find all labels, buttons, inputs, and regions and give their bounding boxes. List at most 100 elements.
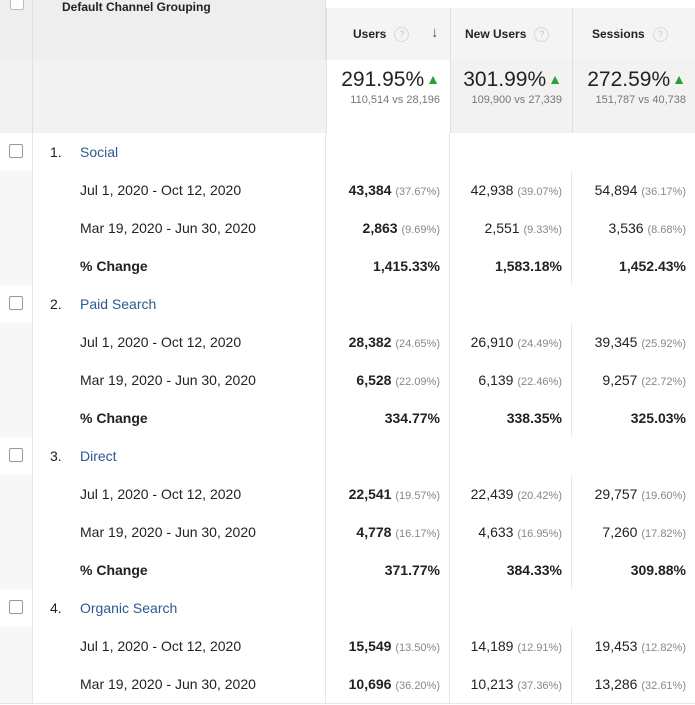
channel-link[interactable]: Social: [80, 144, 119, 160]
channel-link[interactable]: Organic Search: [80, 600, 178, 616]
date-range-label: Jul 1, 2020 - Oct 12, 2020: [80, 334, 242, 350]
percent-change-label: % Change: [80, 410, 148, 426]
channel-link[interactable]: Direct: [80, 448, 117, 464]
sessions-value: 9,257 (22.72%): [602, 372, 686, 388]
row-checkbox-cell: [0, 285, 33, 323]
row-checkbox-cell: [0, 589, 33, 627]
sessions-change: 1,452.43%: [619, 258, 686, 274]
percent-change-label: % Change: [80, 562, 148, 578]
users-change: 334.77%: [326, 399, 450, 437]
date-range-label: Mar 19, 2020 - Jun 30, 2020: [80, 524, 256, 540]
sessions-change: 309.88%: [630, 562, 686, 578]
users-change: 1,415.33%: [326, 247, 450, 285]
up-arrow-icon: ▲: [548, 71, 562, 87]
sessions-value: 54,894 (36.17%): [594, 182, 686, 198]
sort-descending-icon[interactable]: ↓: [431, 24, 439, 41]
date-range-label: Mar 19, 2020 - Jun 30, 2020: [80, 220, 256, 236]
total-sessions: 272.59% ▲ 151,787 vs 40,738: [572, 60, 695, 133]
users-change: 371.77%: [326, 551, 450, 589]
table-row: Mar 19, 2020 - Jun 30, 2020 10,696 (36.2…: [0, 665, 695, 704]
total-new-users: 301.99% ▲ 109,900 vs 27,339: [450, 60, 572, 133]
total-sessions-compare: 151,787 vs 40,738: [595, 94, 686, 106]
row-checkbox[interactable]: [9, 448, 23, 462]
date-range-label: Jul 1, 2020 - Oct 12, 2020: [80, 182, 242, 198]
column-header-sessions[interactable]: Sessions?: [572, 8, 695, 60]
new-users-value: 2,551 (9.33%): [450, 209, 572, 247]
table-row: 1. Social: [0, 133, 695, 172]
column-header-new-users[interactable]: New Users?: [450, 8, 572, 60]
dimension-title: Default Channel Grouping: [62, 0, 211, 14]
new-users-value: 26,910 (24.49%): [450, 323, 572, 361]
select-all-checkbox[interactable]: [10, 0, 24, 10]
row-number: 4.: [50, 600, 62, 616]
table-row: Jul 1, 2020 - Oct 12, 2020 15,549 (13.50…: [0, 627, 695, 666]
row-checkbox[interactable]: [9, 600, 23, 614]
table-row: 2. Paid Search: [0, 285, 695, 324]
dimension-header[interactable]: Default Channel Grouping: [33, 0, 326, 60]
table-row: Jul 1, 2020 - Oct 12, 2020 22,541 (19.57…: [0, 475, 695, 514]
new-users-change: 338.35%: [450, 399, 572, 437]
sessions-value: 13,286 (32.61%): [594, 676, 686, 692]
table-row: Jul 1, 2020 - Oct 12, 2020 28,382 (24.65…: [0, 323, 695, 362]
new-users-value: 14,189 (12.91%): [450, 627, 572, 665]
new-users-change: 384.33%: [450, 551, 572, 589]
date-range-label: Jul 1, 2020 - Oct 12, 2020: [80, 486, 242, 502]
users-value: 4,778 (16.17%): [326, 513, 450, 551]
users-value: 2,863 (9.69%): [326, 209, 450, 247]
new-users-value: 42,938 (39.07%): [450, 171, 572, 209]
total-users: 291.95% ▲ 110,514 vs 28,196: [326, 60, 450, 133]
row-checkbox-cell: [0, 133, 33, 171]
total-sessions-change: 272.59%: [587, 68, 671, 91]
row-checkbox[interactable]: [9, 144, 23, 158]
users-value: 28,382 (24.65%): [326, 323, 450, 361]
row-number: 2.: [50, 296, 62, 312]
new-users-value: 10,213 (37.36%): [450, 665, 572, 703]
help-icon[interactable]: ?: [652, 27, 668, 42]
channel-link[interactable]: Paid Search: [80, 296, 157, 312]
totals-row: 291.95% ▲ 110,514 vs 28,196 301.99% ▲ 109,…: [0, 60, 695, 134]
sessions-value: 19,453 (12.82%): [594, 638, 686, 654]
users-value: 22,541 (19.57%): [326, 475, 450, 513]
row-checkbox[interactable]: [9, 296, 23, 310]
users-value: 43,384 (37.67%): [326, 171, 450, 209]
help-icon[interactable]: ?: [394, 27, 410, 42]
table-row: 3. Direct: [0, 437, 695, 476]
total-new-users-compare: 109,900 vs 27,339: [471, 94, 562, 106]
new-users-value: 6,139 (22.46%): [450, 361, 572, 399]
table-row: Mar 19, 2020 - Jun 30, 2020 4,778 (16.17…: [0, 513, 695, 552]
sessions-value: 7,260 (17.82%): [602, 524, 686, 540]
table-row: % Change 1,415.33% 1,583.18% 1,452.43%: [0, 247, 695, 286]
new-users-value: 22,439 (20.42%): [450, 475, 572, 513]
users-value: 15,549 (13.50%): [326, 627, 450, 665]
row-checkbox-cell: [0, 437, 33, 475]
up-arrow-icon: ▲: [672, 71, 686, 87]
table-row: Mar 19, 2020 - Jun 30, 2020 2,863 (9.69%…: [0, 209, 695, 248]
totals-spacer: [0, 60, 33, 133]
date-range-label: Mar 19, 2020 - Jun 30, 2020: [80, 372, 256, 388]
new-users-value: 4,633 (16.95%): [450, 513, 572, 551]
column-header-users[interactable]: Users? ↓: [326, 8, 450, 60]
table-row: Jul 1, 2020 - Oct 12, 2020 43,384 (37.67…: [0, 171, 695, 210]
sessions-value: 3,536 (8.68%): [608, 220, 686, 236]
table-header: Default Channel Grouping Users? ↓ New Us…: [0, 0, 695, 61]
sessions-change: 325.03%: [630, 410, 686, 426]
row-number: 1.: [50, 144, 62, 160]
total-users-change: 291.95%: [341, 68, 425, 91]
row-number: 3.: [50, 448, 62, 464]
sessions-value: 29,757 (19.60%): [594, 486, 686, 502]
table-row: % Change 371.77% 384.33% 309.88%: [0, 551, 695, 590]
help-icon[interactable]: ?: [534, 27, 550, 42]
users-value: 6,528 (22.09%): [326, 361, 450, 399]
users-value: 10,696 (36.20%): [326, 665, 450, 703]
table-row: 4. Organic Search: [0, 589, 695, 628]
total-users-compare: 110,514 vs 28,196: [350, 94, 440, 106]
users-header-label: Users: [353, 27, 387, 41]
new-users-header-label: New Users: [465, 27, 527, 41]
date-range-label: Mar 19, 2020 - Jun 30, 2020: [80, 676, 256, 692]
sessions-value: 39,345 (25.92%): [594, 334, 686, 350]
sessions-header-label: Sessions: [592, 27, 645, 41]
date-range-label: Jul 1, 2020 - Oct 12, 2020: [80, 638, 242, 654]
up-arrow-icon: ▲: [426, 71, 440, 87]
table-row: Mar 19, 2020 - Jun 30, 2020 6,528 (22.09…: [0, 361, 695, 400]
